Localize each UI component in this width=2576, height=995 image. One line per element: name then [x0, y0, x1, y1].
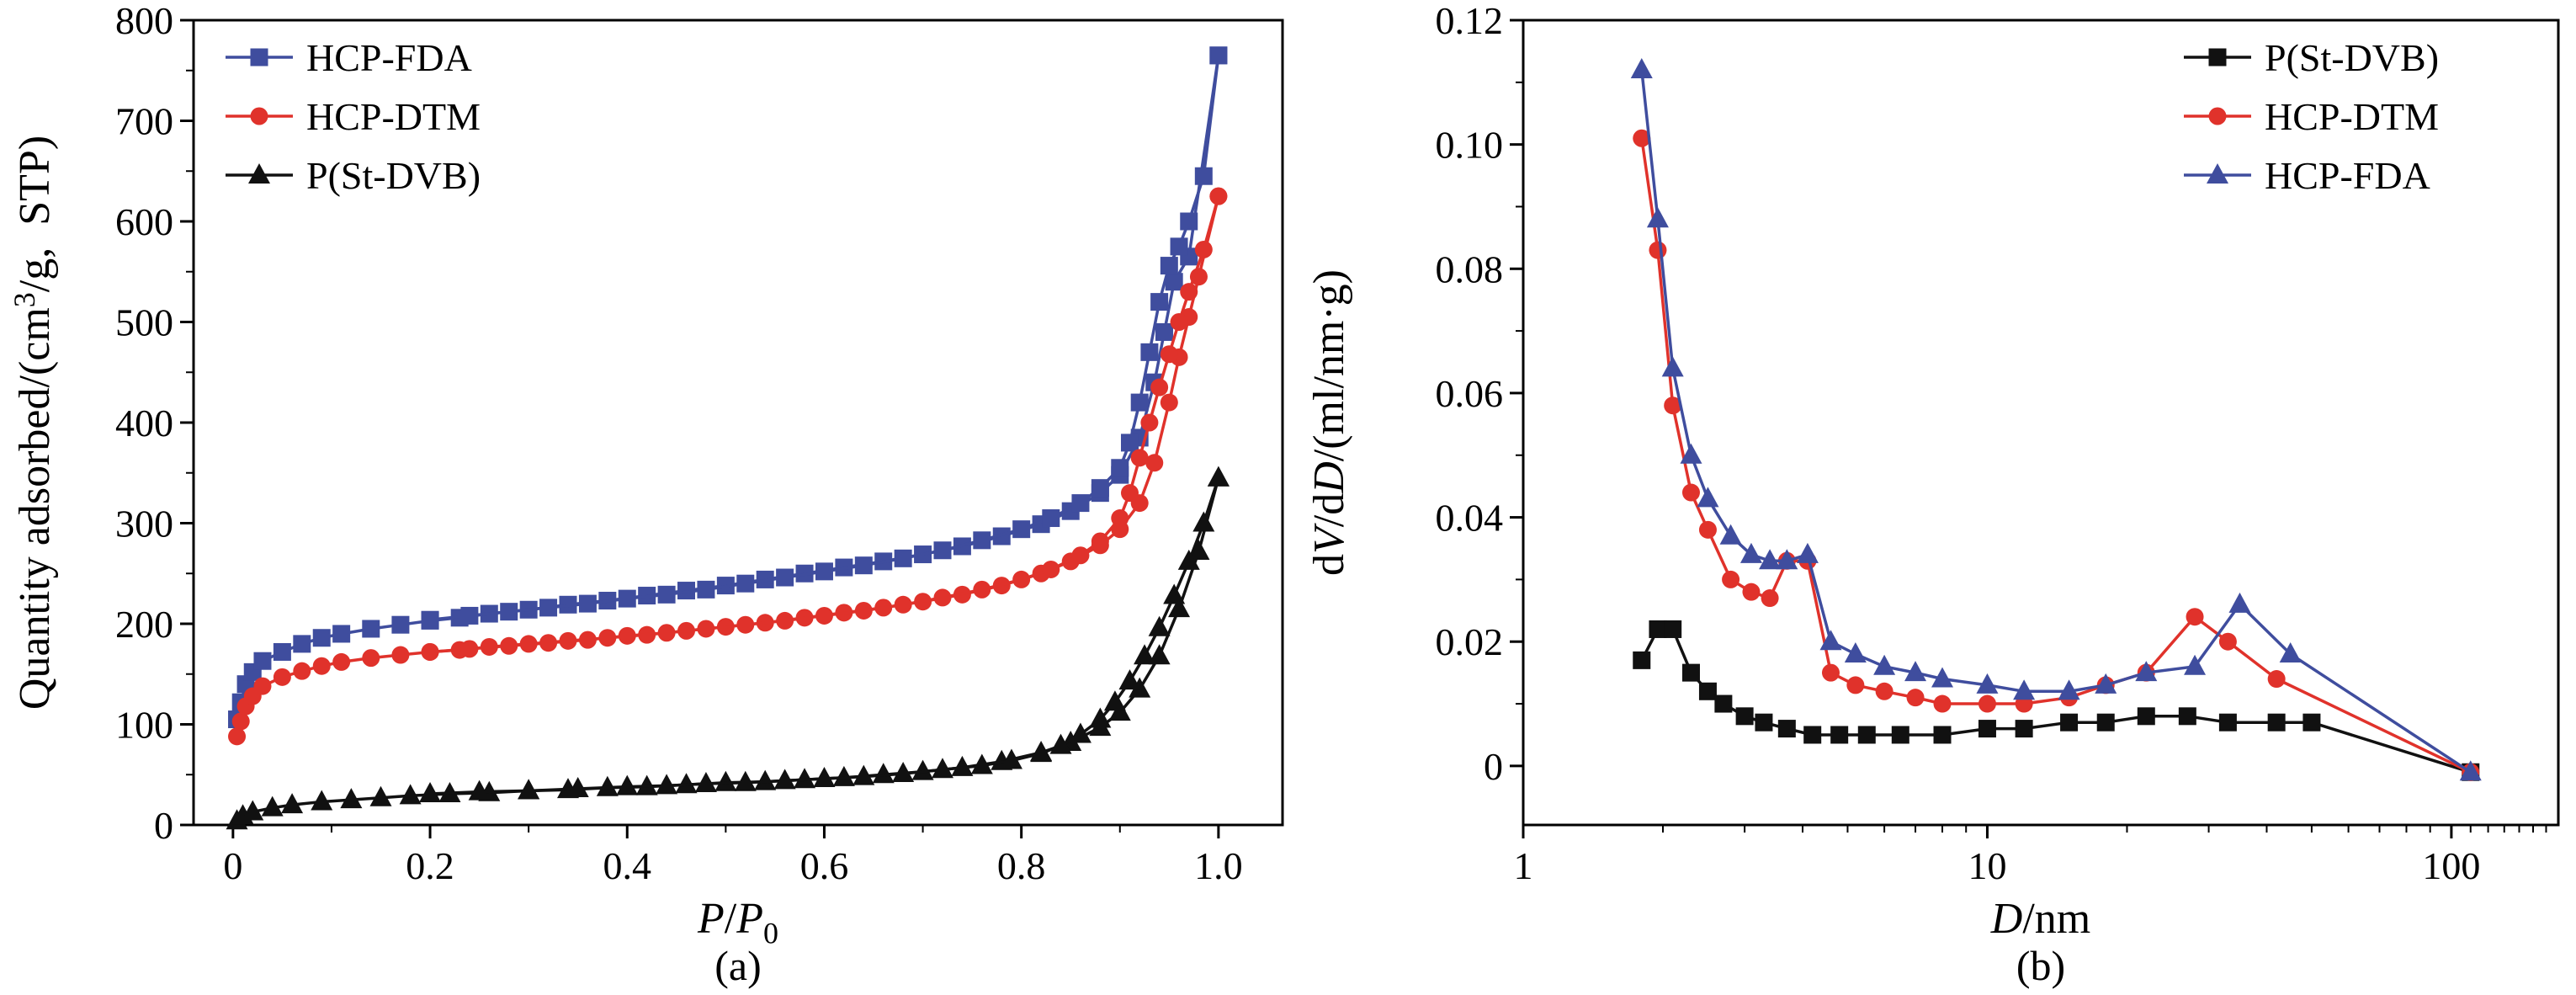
x-tick-label: 0.6 — [800, 844, 849, 887]
x-tick-label: 0.2 — [406, 844, 454, 887]
legend: HCP-FDA HCP-DTM P(St-DVB) — [226, 36, 481, 197]
plot-frame — [1522, 19, 2560, 827]
legend-item-HCP-FDA: HCP-FDA — [2184, 154, 2430, 197]
y-tick-label: 0.06 — [1436, 372, 1504, 415]
y-tick-label: 500 — [115, 301, 173, 344]
series-HCP-DTM — [1633, 129, 2480, 781]
legend: P(St-DVB) HCP-DTM HCP-FDA — [2184, 36, 2439, 197]
legend-item-HCP-FDA: HCP-FDA — [226, 36, 472, 79]
x-tick-label: 1.0 — [1194, 844, 1243, 887]
y-tick-label: 0 — [1484, 745, 1503, 788]
y-tick-label: 0.02 — [1436, 620, 1504, 663]
y-tick-label: 200 — [115, 603, 173, 646]
series-HCP-DTM — [228, 187, 1228, 746]
x-tick-label: 100 — [2422, 844, 2480, 887]
series-HCP-FDA — [1630, 58, 2482, 781]
legend-label: HCP-FDA — [2265, 154, 2430, 197]
y-tick-label: 0 — [154, 804, 173, 847]
legend-label: P(St-DVB) — [306, 154, 481, 197]
x-axis-ticks: 0 0.2 0.4 0.6 0.8 1.0 — [223, 825, 1243, 887]
y-tick-label: 400 — [115, 402, 173, 444]
legend-label: HCP-FDA — [306, 36, 472, 79]
x-tick-label: 0.8 — [997, 844, 1046, 887]
y-tick-label: 700 — [115, 100, 173, 143]
y-tick-label: 800 — [115, 0, 173, 42]
legend-item-HCP-DTM: HCP-DTM — [2184, 95, 2439, 138]
y-axis-title: Quantity adsorbed/(cm3/g, STP) — [8, 136, 59, 710]
legend-item-P(St-DVB): P(St-DVB) — [2184, 36, 2439, 79]
panel-label: (b) — [2016, 942, 2065, 989]
y-tick-label: 600 — [115, 200, 173, 243]
y-axis-ticks: 0 0.02 0.04 0.06 0.08 0.10 0.12 — [1436, 0, 1523, 788]
series-HCP-FDA — [228, 46, 1228, 729]
x-tick-label: 0.4 — [603, 844, 652, 887]
y-tick-label: 100 — [115, 704, 173, 747]
y-axis-title: dV/dD/(ml/nm·g) — [1305, 269, 1353, 576]
y-tick-label: 0.08 — [1436, 247, 1504, 290]
legend-label: P(St-DVB) — [2265, 36, 2439, 79]
legend-label: HCP-DTM — [306, 95, 481, 138]
y-tick-label: 0.04 — [1436, 497, 1504, 540]
series-P(St-DVB) — [226, 466, 1230, 830]
chart-panel-b: 1 10 100 0 0.02 0.04 0.06 0.08 0.10 0.12 D/nm dV/dD… — [1305, 0, 2560, 989]
panel-label: (a) — [714, 942, 762, 989]
x-axis-title: P/P0 — [697, 895, 778, 950]
x-tick-label: 0 — [223, 844, 242, 887]
legend-label: HCP-DTM — [2265, 95, 2439, 138]
legend-item-HCP-DTM: HCP-DTM — [226, 95, 481, 138]
chart-panel-a: 0 0.2 0.4 0.6 0.8 1.0 0 100 200 300 400 500 600 700 80… — [8, 0, 1284, 989]
series-P(St-DVB) — [1633, 620, 2480, 781]
y-tick-label: 0.12 — [1436, 0, 1504, 42]
y-tick-label: 0.10 — [1436, 124, 1504, 167]
y-axis-ticks: 0 100 200 300 400 500 600 700 800 — [115, 0, 194, 847]
x-axis-ticks: 1 10 100 — [1514, 825, 2547, 887]
legend-item-P(St-DVB): P(St-DVB) — [226, 154, 481, 197]
y-tick-label: 300 — [115, 503, 173, 545]
x-tick-label: 1 — [1514, 844, 1533, 887]
x-axis-title: D/nm — [1990, 895, 2090, 943]
x-tick-label: 10 — [1968, 844, 2006, 887]
